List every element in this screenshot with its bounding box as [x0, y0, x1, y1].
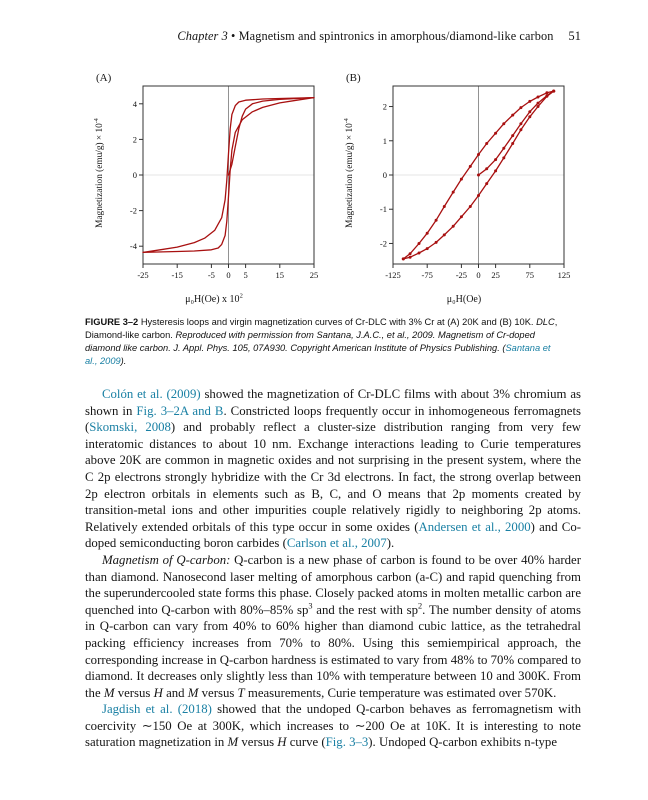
y-axis-label-text: Magnetization (emu/g) × 10 — [95, 123, 105, 228]
y-axis-label-text: Magnetization (emu/g) × 10 — [345, 123, 355, 228]
svg-text:0: 0 — [476, 270, 480, 280]
x-axis-label-a: μ₀H(Oe) x 102 — [106, 292, 322, 305]
y-axis-label-exponent: -4 — [93, 118, 100, 124]
text-segment: versus — [238, 735, 278, 750]
hysteresis-chart-10k: -125 -75 -25 0 25 75 125 2 1 0 -1 -2 — [380, 85, 571, 280]
svg-text:15: 15 — [276, 270, 285, 280]
text-segment: FIGURE 3–2 — [85, 317, 141, 327]
svg-text:-5: -5 — [208, 270, 215, 280]
text-segment: M — [187, 685, 199, 700]
text-segment: versus — [114, 685, 154, 700]
svg-text:125: 125 — [558, 270, 571, 280]
paragraph-2: Magnetism of Q-carbon: Q-carbon is a new… — [85, 552, 581, 701]
svg-text:-4: -4 — [130, 241, 138, 251]
text-segment: ). Undoped Q-carbon exhibits n-type — [368, 735, 558, 750]
text-segment: H — [153, 685, 163, 700]
text-segment: H — [277, 735, 287, 750]
text-segment: and the rest with sp — [312, 602, 418, 617]
text-segment: 3 — [308, 601, 313, 611]
text-segment: DLC — [536, 317, 555, 327]
text-segment: measurements, Curie temperature was esti… — [244, 685, 557, 700]
text-segment: ) and probably reflect a cluster-size di… — [85, 420, 581, 534]
text-segment: versus — [198, 685, 238, 700]
text-segment: . The number density of atoms in Q-carbo… — [85, 602, 581, 700]
svg-text:25: 25 — [310, 270, 319, 280]
chapter-title: • Magnetism and spintronics in amorphous… — [227, 29, 554, 43]
text-segment: Magnetism of Q-carbon: — [102, 552, 231, 567]
svg-text:-15: -15 — [172, 270, 183, 280]
text-segment: Q-carbon is a new phase of carbon is fou… — [85, 552, 581, 617]
figure-caption: FIGURE 3–2 Hysteresis loops and virgin m… — [85, 316, 559, 368]
svg-text:5: 5 — [243, 270, 247, 280]
running-head: Chapter 3 • Magnetism and spintronics in… — [85, 29, 581, 44]
svg-text:2: 2 — [133, 134, 137, 144]
svg-text:75: 75 — [526, 270, 535, 280]
page-number: 51 — [568, 29, 581, 43]
text-segment: showed that the undoped Q-carbon behaves… — [85, 702, 582, 750]
text-segment: Hysteresis loops and virgin magnetizatio… — [140, 317, 537, 327]
panel-label-b: (B) — [346, 72, 361, 84]
svg-text:-2: -2 — [380, 238, 387, 248]
plot-panel-a: (A) Magnetization (emu/g) × 10-4 -25 -15-… — [86, 62, 326, 314]
x-axis-label-text: μ₀H(Oe) — [446, 294, 482, 305]
plot-panel-b: (B) Magnetization (emu/g) × 10-4 -125 -75… — [336, 62, 576, 314]
text-segment: ). — [120, 356, 127, 366]
text-segment: and — [162, 685, 188, 700]
citation-link[interactable]: Carlson et al., 2007 — [286, 536, 387, 551]
citation-link[interactable]: Fig. 3–2A and B — [136, 403, 224, 418]
x-axis-label-exponent: 2 — [239, 292, 243, 300]
chapter-label: Chapter 3 — [177, 29, 228, 43]
text-segment: ). — [386, 536, 395, 551]
text-segment: ) and Co-doped semiconducting boron carb… — [85, 519, 581, 551]
text-segment: , Diamond-like carbon. — [85, 317, 558, 340]
hysteresis-chart-20k: -25 -15 -5 0 5 15 25 4 2 0 -2 -4 — [130, 85, 319, 280]
svg-text:-125: -125 — [385, 270, 401, 280]
svg-text:-25: -25 — [137, 270, 148, 280]
panel-label-a: (A) — [96, 72, 112, 84]
svg-text:0: 0 — [133, 170, 137, 180]
svg-text:0: 0 — [226, 270, 230, 280]
text-segment: 2 — [417, 601, 423, 611]
x-axis-label-text: μ₀H(Oe) x 10 — [185, 294, 240, 305]
svg-text:-2: -2 — [130, 206, 137, 216]
y-axis-label-a: Magnetization (emu/g) × 10-4 — [93, 73, 105, 273]
text-segment: M — [103, 685, 115, 700]
svg-text:4: 4 — [133, 99, 138, 109]
text-segment: Reproduced with permission from Santana,… — [85, 330, 535, 353]
svg-text:2: 2 — [383, 102, 387, 112]
y-axis-label-exponent: -4 — [343, 118, 350, 124]
citation-link[interactable]: Skomski, 2008 — [89, 420, 171, 435]
text-segment: showed the magnetization of Cr-DLC films… — [85, 387, 581, 418]
svg-text:1: 1 — [383, 136, 387, 146]
citation-link[interactable]: Andersen et al., 2000 — [418, 519, 531, 534]
paragraph-3: Jagdish et al. (2018) showed that the un… — [85, 701, 581, 751]
svg-text:25: 25 — [491, 270, 500, 280]
x-axis-label-b: μ₀H(Oe) — [356, 294, 572, 305]
body-text: Colón et al. (2009) showed the magnetiza… — [85, 386, 581, 751]
svg-text:0: 0 — [383, 170, 387, 180]
svg-text:-75: -75 — [422, 270, 433, 280]
figure-3-2: (A) Magnetization (emu/g) × 10-4 -25 -15-… — [86, 62, 576, 314]
citation-link[interactable]: Santana et al., 2009 — [85, 343, 551, 366]
y-axis-label-b: Magnetization (emu/g) × 10-4 — [343, 73, 355, 273]
text-segment: . Constricted loops frequently occur in … — [85, 403, 581, 435]
paragraph-1: Colón et al. (2009) showed the magnetiza… — [85, 386, 581, 552]
citation-link[interactable]: Jagdish et al. (2018) — [102, 702, 212, 717]
svg-text:-25: -25 — [456, 270, 467, 280]
citation-link[interactable]: Colón et al. (2009) — [102, 387, 201, 401]
svg-text:-1: -1 — [380, 204, 387, 214]
text-segment: curve ( — [286, 735, 326, 750]
text-segment: M — [227, 735, 239, 750]
text-segment: T — [237, 685, 245, 700]
citation-link[interactable]: Fig. 3–3 — [325, 735, 369, 750]
